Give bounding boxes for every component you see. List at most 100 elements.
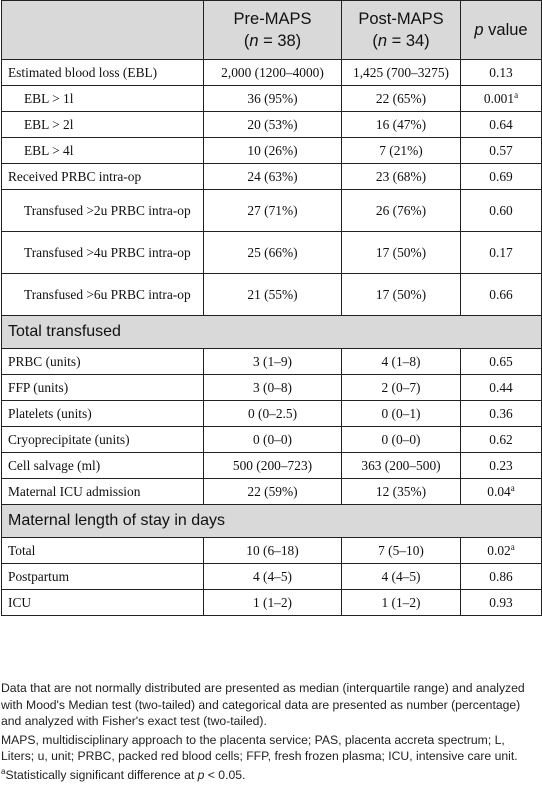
p-number: 0.57 [489,143,513,158]
row-label: FFP (units) [1,374,204,401]
table-row: Transfused >2u PRBC intra-op 27 (71%) 26… [1,189,542,232]
table-row: PRBC (units) 3 (1–9) 4 (1–8) 0.65 [1,348,542,375]
p-number: 0.65 [489,354,513,369]
row-label: Transfused >4u PRBC intra-op [1,231,204,274]
post-value: 363 (200–500) [341,452,461,479]
p-value: 0.23 [460,452,542,479]
sig-mark: a [510,542,515,552]
row-label: EBL > 1l [1,85,204,112]
note-abbreviations: MAPS, multidisciplinary approach to the … [1,732,518,764]
table-row: Platelets (units) 0 (0–2.5) 0 (0–1) 0.36 [1,400,542,427]
row-label: Transfused >6u PRBC intra-op [1,273,204,316]
p-value: 0.17 [460,231,542,274]
p-value: 0.001a [460,85,542,112]
p-value: 0.65 [460,348,542,375]
sig-mark: a [510,483,515,493]
p-value: 0.69 [460,163,542,190]
p-number: 0.23 [489,458,513,473]
header-empty-cell [1,0,204,60]
pre-value: 4 (4–5) [203,563,342,590]
row-label: ICU [1,589,204,616]
pre-n-var: n [249,32,259,50]
row-label: Maternal ICU admission [1,478,204,505]
section-title-total-transfused: Total transfused [1,315,542,349]
p-value: 0.04a [460,478,542,505]
p-number: 0.44 [489,380,513,395]
note-statistics: Data that are not normally distributed a… [1,681,525,729]
pre-value: 0 (0–0) [203,426,342,453]
row-label: Postpartum [1,563,204,590]
post-value: 16 (47%) [341,111,461,138]
p-value: 0.13 [460,59,542,86]
post-maps-title: Post-MAPS [358,10,444,28]
pre-value: 20 (53%) [203,111,342,138]
footnote-p-var: p [197,767,205,782]
row-label: Total [1,537,204,564]
footnote-mark: a [1,766,6,776]
post-value: 12 (35%) [341,478,461,505]
p-value: 0.86 [460,563,542,590]
table-row: Maternal ICU admission 22 (59%) 12 (35%)… [1,478,542,505]
footnote-tail: < 0.05. [204,767,246,782]
pre-value: 500 (200–723) [203,452,342,479]
row-label: EBL > 2l [1,111,204,138]
table-row: EBL > 1l 36 (95%) 22 (65%) 0.001a [1,85,542,112]
row-label: Cell salvage (ml) [1,452,204,479]
results-table-container: Pre-MAPS (n = 38) Post-MAPS (n = 34) p v… [1,0,542,616]
post-value: 17 (50%) [341,273,461,316]
table-notes: Data that are not normally distributed a… [1,680,537,786]
row-label: PRBC (units) [1,348,204,375]
pre-value: 25 (66%) [203,231,342,274]
pre-value: 21 (55%) [203,273,342,316]
table-row: Estimated blood loss (EBL) 2,000 (1200–4… [1,59,542,86]
table-row: Cryoprecipitate (units) 0 (0–0) 0 (0–0) … [1,426,542,453]
post-value: 4 (4–5) [341,563,461,590]
results-table: Pre-MAPS (n = 38) Post-MAPS (n = 34) p v… [1,0,542,616]
post-value: 7 (5–10) [341,537,461,564]
header-p-value: p value [460,0,542,60]
p-number: 0.13 [489,65,513,80]
p-value: 0.62 [460,426,542,453]
pre-value: 27 (71%) [203,189,342,232]
p-value: 0.36 [460,400,542,427]
table-row: ICU 1 (1–2) 1 (1–2) 0.93 [1,589,542,616]
pre-value: 3 (0–8) [203,374,342,401]
table-row: Cell salvage (ml) 500 (200–723) 363 (200… [1,452,542,479]
section-row: Maternal length of stay in days [1,504,542,538]
p-value: 0.64 [460,111,542,138]
table-row: Transfused >6u PRBC intra-op 21 (55%) 17… [1,273,542,316]
post-n-var: n [377,32,388,50]
pre-value: 0 (0–2.5) [203,400,342,427]
row-label: EBL > 4l [1,137,204,164]
p-number: 0.69 [489,169,513,184]
post-value: 1 (1–2) [341,589,461,616]
table-row: EBL > 4l 10 (26%) 7 (21%) 0.57 [1,137,542,164]
p-value: 0.44 [460,374,542,401]
pre-value: 36 (95%) [203,85,342,112]
post-value: 22 (65%) [341,85,461,112]
p-rest: value [483,21,528,39]
p-number: 0.62 [489,432,513,447]
row-label: Transfused >2u PRBC intra-op [1,189,204,232]
header-row: Pre-MAPS (n = 38) Post-MAPS (n = 34) p v… [1,0,542,60]
post-value: 7 (21%) [341,137,461,164]
section-row: Total transfused [1,315,542,349]
pre-value: 1 (1–2) [203,589,342,616]
p-number: 0.93 [489,595,513,610]
table-row: Transfused >4u PRBC intra-op 25 (66%) 17… [1,231,542,274]
p-number: 0.60 [489,203,513,218]
post-value: 0 (0–1) [341,400,461,427]
p-value: 0.60 [460,189,542,232]
p-var: p [474,21,484,39]
post-n-rest: = 34) [387,32,430,50]
table-row: Total 10 (6–18) 7 (5–10) 0.02a [1,537,542,564]
pre-n-open: ( [243,32,250,50]
section-title-length-of-stay: Maternal length of stay in days [1,504,542,538]
p-number: 0.17 [489,245,513,260]
p-value: 0.66 [460,273,542,316]
p-value: 0.93 [460,589,542,616]
p-number: 0.64 [489,117,513,132]
sig-mark: a [514,90,519,100]
post-value: 26 (76%) [341,189,461,232]
p-value: 0.57 [460,137,542,164]
